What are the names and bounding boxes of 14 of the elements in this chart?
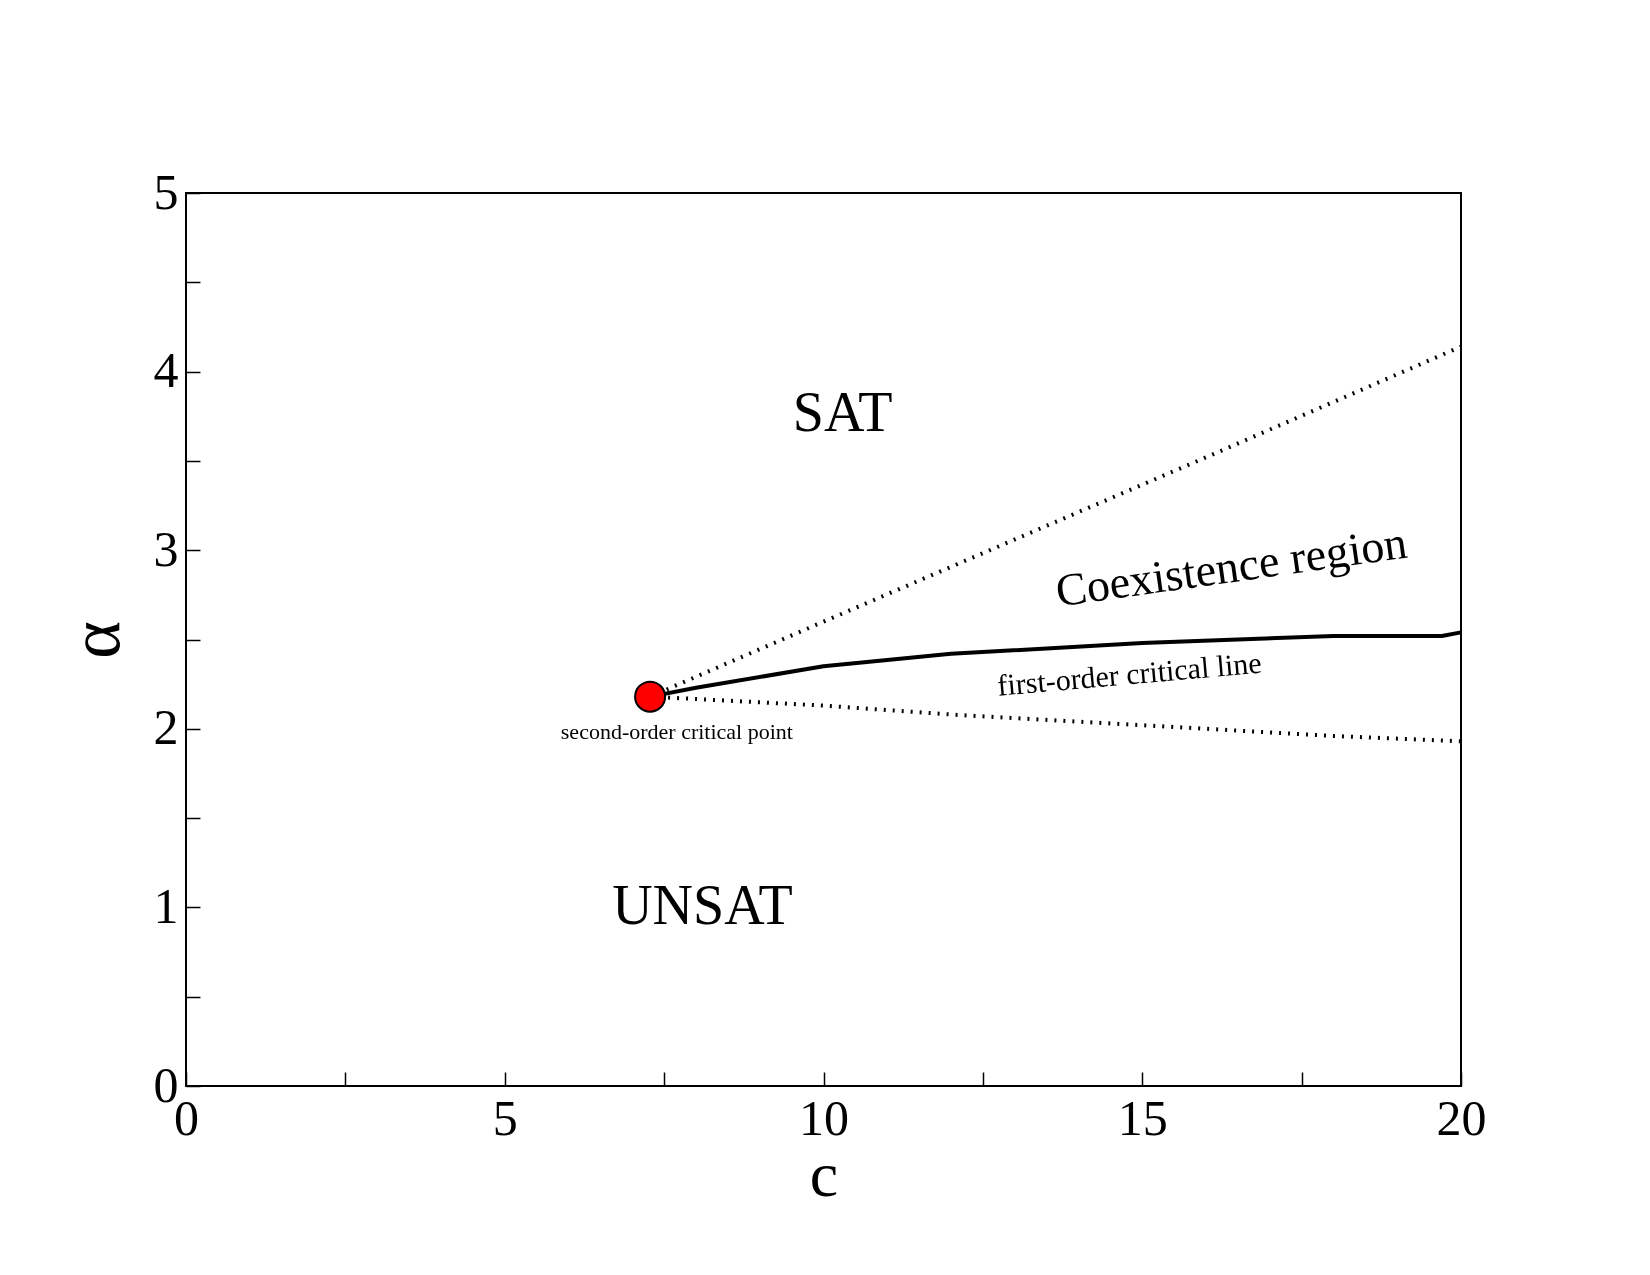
- annotation: first-order critical line: [996, 645, 1263, 702]
- y-tick-label: 1: [153, 877, 179, 934]
- x-tick-label: 20: [1436, 1089, 1487, 1146]
- y-tick-label: 4: [153, 342, 179, 399]
- y-tick-label: 5: [153, 163, 179, 220]
- x-tick-label: 5: [492, 1089, 518, 1146]
- annotation: Coexistence region: [1052, 516, 1411, 617]
- y-axis-title: α: [54, 621, 135, 659]
- y-tick-label: 3: [153, 520, 179, 577]
- x-tick-label: 15: [1117, 1089, 1168, 1146]
- annotation: UNSAT: [612, 874, 793, 937]
- annotation: second-order critical point: [560, 719, 793, 745]
- annotation: SAT: [792, 381, 893, 444]
- y-tick-label: 2: [153, 699, 179, 756]
